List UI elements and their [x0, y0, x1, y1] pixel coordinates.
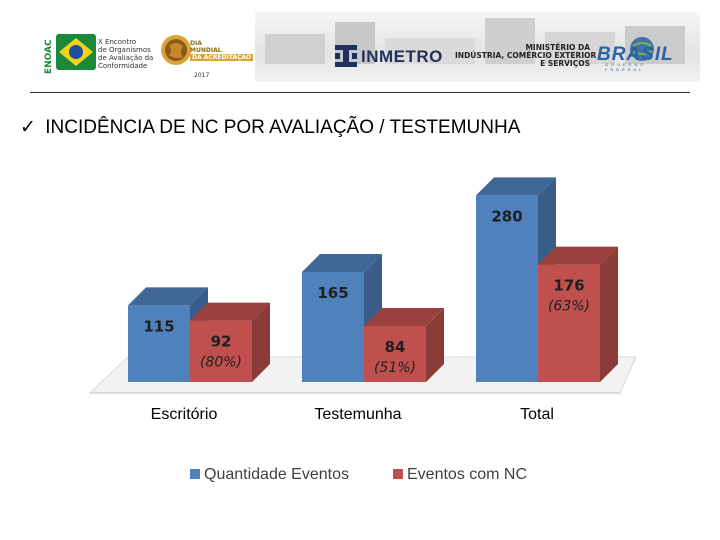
data-label-nc-2: 176 — [553, 277, 584, 295]
dma-line-1: DIA — [190, 40, 202, 47]
category-label-1: Testemunha — [314, 406, 401, 423]
slide-title: ✓ INCIDÊNCIA DE NC POR AVALIAÇÃO / TESTE… — [20, 116, 520, 139]
bar-quantidade-1 — [302, 272, 364, 382]
enoac-line-2: de Organismos — [98, 46, 151, 54]
bar-nc-2 — [538, 264, 600, 382]
legend-swatch-0 — [190, 469, 200, 479]
dma-line-3: DA ACREDITAÇÃO — [190, 54, 254, 61]
dia-mundial-logo: DIA MUNDIAL DA ACREDITAÇÃO 2017 — [160, 30, 255, 80]
bar-nc-1-top — [364, 308, 444, 326]
enoac-line-3: de Avaliação da — [98, 54, 154, 62]
pct-label-0: (80%) — [200, 355, 242, 371]
legend-label-1: Eventos com NC — [407, 466, 527, 483]
bar-nc-2-top — [538, 246, 618, 265]
ministerio-text: MINISTÉRIO DA INDÚSTRIA, COMÉRCIO EXTERI… — [455, 43, 597, 68]
chart-legend: Quantidade Eventos Eventos com NC — [190, 466, 527, 483]
inmetro-logo: INMETRO — [335, 44, 445, 68]
data-label-quantidade-2: 280 — [491, 207, 522, 225]
bar-nc-2-side — [600, 246, 618, 382]
category-label-0: Escritório — [151, 406, 218, 423]
dia-mundial-text: DIA MUNDIAL DA ACREDITAÇÃO — [190, 40, 254, 61]
pct-label-1: (51%) — [374, 360, 416, 376]
ministerio-line-2: INDÚSTRIA, COMÉRCIO EXTERIOR — [455, 51, 597, 60]
bar-quantidade-2-top — [476, 177, 556, 196]
category-label-2: Total — [520, 406, 554, 423]
data-label-quantidade-1: 165 — [317, 284, 348, 302]
globe-icon — [630, 37, 654, 61]
inmetro-wordmark: INMETRO — [361, 47, 443, 66]
dia-mundial-year: 2017 — [194, 72, 210, 79]
brasil-wordmark: BRASIL — [597, 44, 674, 65]
bar-quantidade-0-top — [128, 287, 208, 306]
legend-label-0: Quantidade Eventos — [204, 466, 349, 483]
building-skyline-image — [255, 12, 700, 82]
enoac-logo: ENOAC X Encontro de Organismos de Avalia… — [44, 28, 156, 76]
bar-quantidade-1-top — [302, 254, 382, 272]
ministerio-line-3: E SERVIÇOS — [540, 59, 590, 68]
header-banner: ENOAC X Encontro de Organismos de Avalia… — [0, 0, 720, 92]
enoac-line-4: Conformidade — [98, 62, 148, 70]
bar-nc-1-side — [426, 308, 444, 382]
legend-swatch-1 — [393, 469, 403, 479]
governo-federal-text: GOVERNO FEDERAL — [605, 62, 647, 72]
slide-title-text: INCIDÊNCIA DE NC POR AVALIAÇÃO / TESTEMU… — [45, 117, 521, 138]
bar-quantidade-2 — [476, 195, 538, 382]
brazil-flag-icon — [56, 34, 96, 70]
enoac-text: X Encontro de Organismos de Avaliação da… — [98, 38, 153, 70]
dma-line-2: MUNDIAL — [190, 47, 222, 54]
ministerio-line-1: MINISTÉRIO DA — [525, 43, 590, 52]
data-label-nc-0: 92 — [211, 333, 232, 351]
data-label-nc-1: 84 — [385, 338, 406, 356]
data-label-quantidade-0: 115 — [143, 317, 174, 335]
bar-nc-0-side — [252, 302, 270, 382]
globe-medal-icon — [161, 35, 191, 65]
brasil-governo-logo: BRASIL GOVERNO FEDERAL — [597, 34, 687, 72]
bar-nc-0 — [190, 320, 252, 382]
bar-nc-1 — [364, 326, 426, 382]
checkmark-icon: ✓ — [20, 117, 36, 138]
pct-label-2: (63%) — [548, 299, 590, 315]
inmetro-emblem-icon — [335, 45, 357, 67]
enoac-line-1: X Encontro — [98, 38, 137, 46]
bar-nc-0-top — [190, 302, 270, 321]
header-divider — [30, 92, 690, 93]
bar-quantidade-0 — [128, 305, 190, 382]
